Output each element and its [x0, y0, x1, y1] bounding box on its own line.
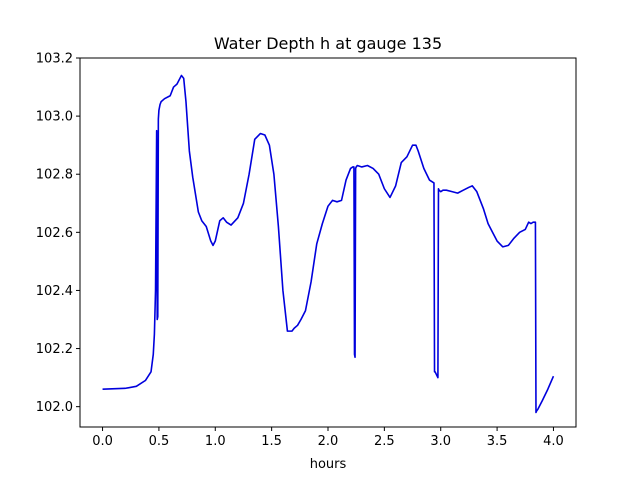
x-axis-label: hours — [310, 457, 347, 472]
x-tick-label: 2.5 — [374, 434, 395, 449]
x-tick-label: 2.0 — [318, 434, 339, 449]
plot-area — [102, 74, 555, 414]
x-tick-label: 0.5 — [149, 434, 170, 449]
y-tick-label: 103.2 — [36, 52, 73, 67]
y-tick-label: 102.2 — [36, 342, 73, 357]
x-tick-label: 1.0 — [205, 434, 226, 449]
x-tick-label: 4.0 — [543, 434, 564, 449]
y-tick-label: 102.4 — [36, 284, 73, 299]
y-axis: 102.0 102.2 102.4 102.6 102.8 103.0 103.2 — [36, 52, 80, 415]
x-tick-label: 3.0 — [430, 434, 451, 449]
x-tick-label: 3.5 — [487, 434, 508, 449]
y-tick-label: 103.0 — [36, 110, 73, 125]
x-axis: 0.0 0.5 1.0 1.5 2.0 2.5 3.0 3.5 4.0 — [92, 427, 564, 449]
series-line-0 — [102, 74, 555, 414]
y-tick-label: 102.0 — [36, 400, 73, 415]
y-tick-label: 102.8 — [36, 168, 73, 183]
x-tick-label: 1.5 — [261, 434, 282, 449]
x-tick-label: 0.0 — [92, 434, 113, 449]
y-tick-label: 102.6 — [36, 226, 73, 241]
chart-title: Water Depth h at gauge 135 — [214, 34, 442, 53]
